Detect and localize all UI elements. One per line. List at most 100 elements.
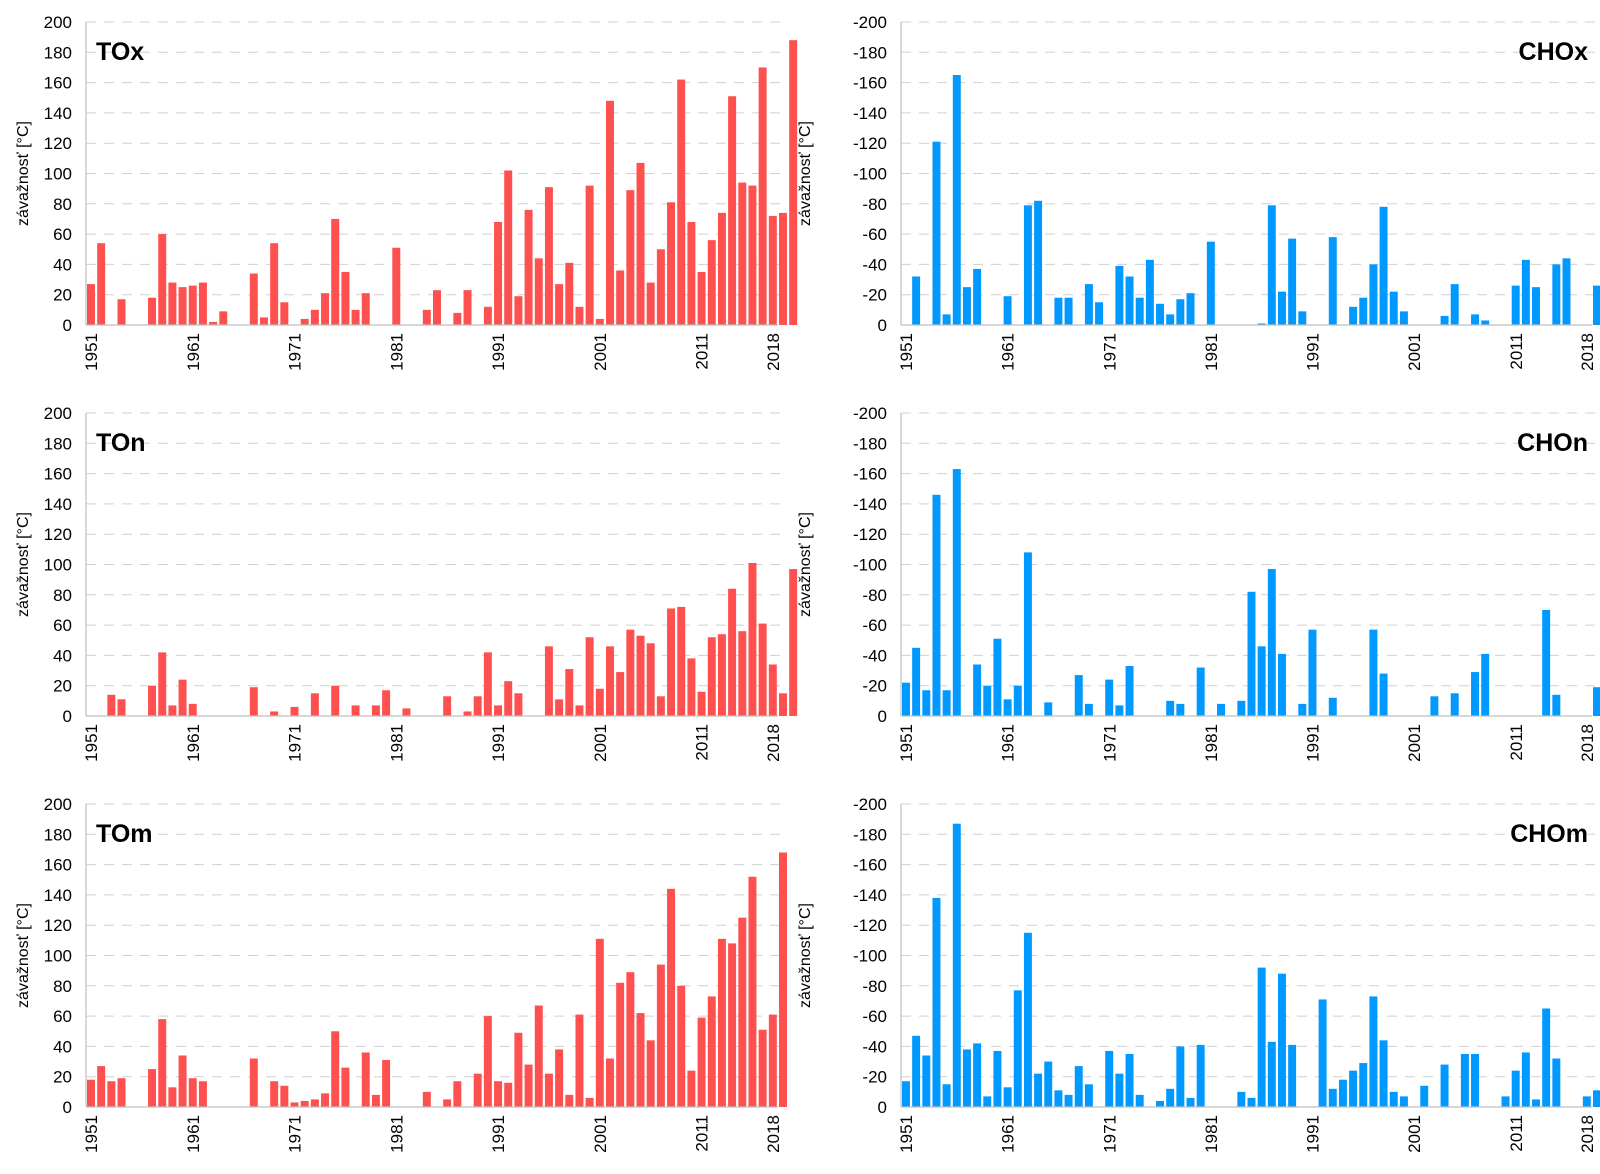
bar-1999 bbox=[1389, 1091, 1398, 1107]
y-axis-title: závažnosť [°C] bbox=[797, 512, 814, 617]
bar-2013 bbox=[717, 634, 726, 716]
y-tick-label: -200 bbox=[853, 404, 887, 423]
bar-1972 bbox=[1115, 1073, 1124, 1107]
bar-1977 bbox=[1166, 700, 1175, 716]
x-tick-label: 2001 bbox=[1405, 1115, 1424, 1153]
x-tick-label: 1961 bbox=[184, 724, 203, 762]
bar-2003 bbox=[616, 270, 625, 325]
panel-title: CHOn bbox=[1517, 429, 1588, 457]
x-tick-label: 1961 bbox=[999, 333, 1018, 371]
bar-1977 bbox=[1166, 314, 1175, 325]
bar-2000 bbox=[585, 1097, 594, 1107]
bar-2007 bbox=[656, 964, 665, 1107]
bar-2017 bbox=[758, 67, 767, 325]
y-tick-label: 160 bbox=[44, 465, 72, 484]
bar-1986 bbox=[443, 696, 452, 716]
bar-1970 bbox=[1095, 302, 1104, 325]
y-tick-label: 0 bbox=[63, 707, 72, 726]
bar-1988 bbox=[463, 711, 472, 716]
y-tick-label: 120 bbox=[44, 134, 72, 153]
bar-1991 bbox=[1308, 629, 1317, 716]
y-axis-title: závažnosť [°C] bbox=[797, 903, 814, 1008]
bar-1977 bbox=[351, 705, 360, 716]
bar-1961 bbox=[1003, 296, 1012, 325]
bar-2015 bbox=[738, 917, 747, 1107]
bar-1976 bbox=[1156, 1100, 1165, 1107]
bar-1961 bbox=[1003, 699, 1012, 716]
bar-1984 bbox=[1237, 1091, 1246, 1107]
bar-1994 bbox=[1338, 1079, 1347, 1107]
bar-1959 bbox=[168, 705, 177, 716]
bar-1990 bbox=[1298, 703, 1307, 716]
chart-panel-chom: 0 -20 -40 -60 -80 -100 -120 -140 -160 -180 -200 195… bbox=[797, 782, 1600, 1173]
bar-1958 bbox=[158, 234, 167, 325]
bar-1958 bbox=[158, 652, 167, 716]
chart-chon: 0 -20 -40 -60 -80 -100 -120 -140 -160 -180 -200 195… bbox=[797, 404, 1600, 762]
bar-2003 bbox=[616, 982, 625, 1107]
bar-1975 bbox=[331, 218, 340, 325]
bar-2010 bbox=[687, 658, 696, 716]
bar-2009 bbox=[677, 985, 686, 1107]
x-tick-label: 2001 bbox=[591, 1115, 610, 1153]
bar-1973 bbox=[1125, 276, 1134, 325]
bar-2008 bbox=[1481, 320, 1490, 325]
x-tick-label: 1971 bbox=[1100, 333, 1119, 371]
bar-1953 bbox=[107, 1081, 116, 1107]
y-tick-label: -60 bbox=[862, 1007, 887, 1026]
bar-2002 bbox=[1420, 1085, 1429, 1107]
bar-1969 bbox=[270, 711, 279, 716]
bar-1990 bbox=[483, 1016, 492, 1107]
y-tick-label: -80 bbox=[862, 195, 887, 214]
bar-1982 bbox=[1217, 703, 1225, 716]
bar-1952 bbox=[97, 243, 106, 325]
bar-1968 bbox=[1074, 675, 1083, 716]
bar-1994 bbox=[524, 1064, 533, 1107]
bar-2001 bbox=[595, 688, 604, 716]
chart-panel-tox: 0 20 40 60 80 100 120 140 160 180 200 1951 1961 1971 1… bbox=[0, 0, 800, 391]
bar-1986 bbox=[1257, 967, 1266, 1107]
bar-2019 bbox=[1593, 1090, 1600, 1107]
y-tick-label: -100 bbox=[853, 165, 887, 184]
panel-title: TOn bbox=[96, 429, 146, 457]
bar-1987 bbox=[1267, 1041, 1276, 1107]
bar-1981 bbox=[392, 247, 401, 325]
y-tick-label: -200 bbox=[853, 13, 887, 32]
bar-1990 bbox=[483, 652, 492, 716]
bar-1980 bbox=[1196, 667, 1205, 716]
bar-2014 bbox=[728, 96, 737, 325]
bar-1971 bbox=[1105, 1050, 1114, 1107]
bar-1955 bbox=[942, 690, 951, 716]
bar-1964 bbox=[1034, 200, 1043, 325]
bar-2014 bbox=[1542, 1008, 1551, 1107]
bar-2006 bbox=[1460, 1053, 1469, 1107]
chart-chom: 0 -20 -40 -60 -80 -100 -120 -140 -160 -180 -200 195… bbox=[797, 795, 1600, 1153]
bar-2018 bbox=[768, 215, 777, 325]
bar-1985 bbox=[1247, 591, 1256, 716]
bar-1962 bbox=[1013, 685, 1022, 716]
bar-1971 bbox=[290, 706, 299, 716]
bar-1977 bbox=[1166, 1088, 1175, 1107]
bar-2018 bbox=[768, 664, 777, 716]
bar-2004 bbox=[626, 190, 635, 325]
bar-1953 bbox=[107, 694, 116, 716]
bar-1984 bbox=[422, 309, 431, 325]
bar-1998 bbox=[1379, 206, 1388, 325]
bar-1991 bbox=[494, 705, 503, 716]
bar-1998 bbox=[1379, 673, 1388, 716]
bar-2017 bbox=[758, 623, 767, 716]
chart-ton: 0 20 40 60 80 100 120 140 160 180 200 1951 1961 1971 1… bbox=[15, 404, 798, 762]
bar-1956 bbox=[952, 823, 961, 1107]
bar-2001 bbox=[595, 938, 604, 1107]
bar-2011 bbox=[697, 691, 706, 716]
y-tick-label: 200 bbox=[44, 13, 72, 32]
bar-1996 bbox=[1359, 1063, 1368, 1107]
bar-1951 bbox=[87, 1079, 95, 1107]
bar-1965 bbox=[1044, 1061, 1053, 1107]
x-tick-label: 1971 bbox=[1100, 724, 1119, 762]
bar-1989 bbox=[1288, 1044, 1297, 1107]
bar-2016 bbox=[748, 185, 757, 325]
x-tick-label: 2018 bbox=[764, 724, 783, 762]
x-tick-label: 1991 bbox=[1304, 724, 1323, 762]
bar-1993 bbox=[514, 693, 523, 716]
bar-1997 bbox=[555, 699, 564, 716]
